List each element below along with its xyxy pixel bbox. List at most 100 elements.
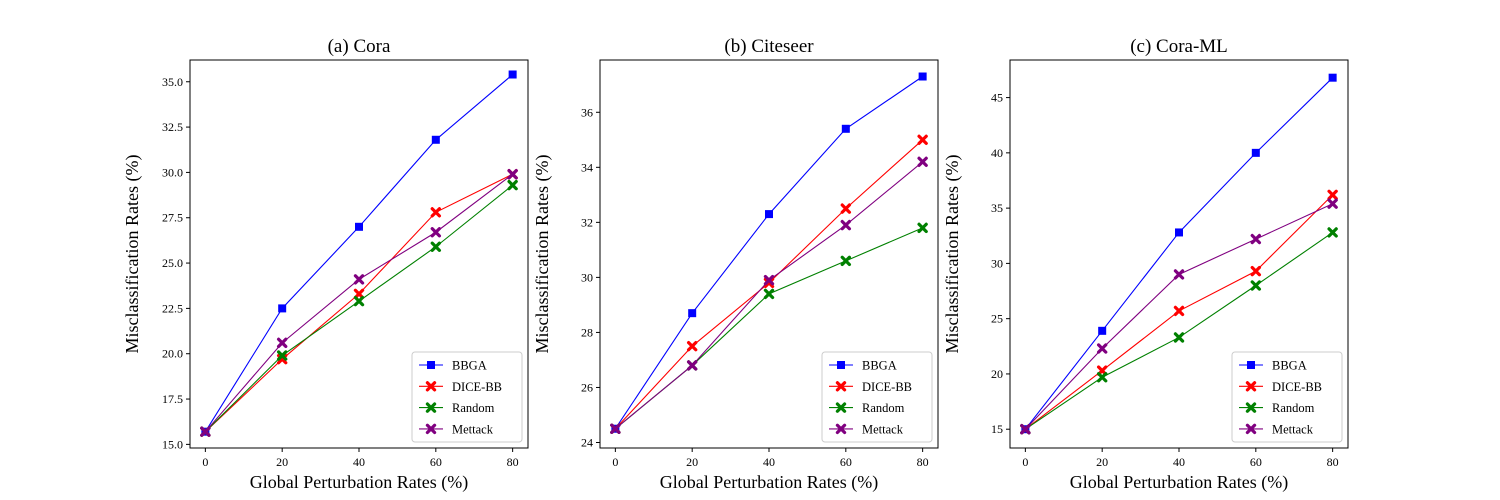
chart-title: (a) Cora <box>328 36 391 57</box>
legend-box <box>1231 351 1343 443</box>
chart-panel-1: (a) Cora 0 20 40 60 80 15.0 17.5 20.0 22.5 25.0 27.… <box>122 36 529 493</box>
legend: BBGA DICE-BB Random Mettack <box>411 351 523 443</box>
y-tick-label: 22.5 <box>162 301 183 315</box>
legend-marker <box>1245 423 1257 435</box>
series-mettack <box>610 156 928 434</box>
data-point-mettack <box>1020 424 1031 435</box>
y-tick-label: 25.0 <box>162 256 183 270</box>
x-tick-label: 80 <box>507 455 519 469</box>
data-point-random <box>1327 227 1338 238</box>
data-point-random <box>507 179 518 191</box>
legend-marker <box>1245 402 1257 413</box>
legend-label-random: Random <box>452 401 495 415</box>
x-tick-label: 40 <box>763 455 775 469</box>
legend-label-bbga: BBGA <box>452 359 487 373</box>
data-point-mettack <box>1327 198 1338 209</box>
x-tick-label: 20 <box>276 455 288 469</box>
data-point-mettack <box>763 274 775 286</box>
data-point-bbga <box>508 70 517 79</box>
chart-title: (c) Cora-ML <box>1130 36 1228 57</box>
legend-label-bbga: BBGA <box>862 359 897 373</box>
data-point-dice-bb <box>686 340 698 352</box>
data-point-bbga <box>355 222 363 231</box>
legend-marker <box>835 402 847 413</box>
data-point-dice-bb <box>1173 305 1185 317</box>
legend-label-mettack: Mettack <box>862 422 904 436</box>
data-point-random <box>430 241 442 252</box>
y-axis-label: Misclassification Rates (%) <box>122 155 143 354</box>
data-point-mettack <box>1173 269 1185 280</box>
y-tick-label: 26 <box>581 380 593 394</box>
chart-panel-2: (b) Citeseer 0 20 40 60 80 24 26 28 30 32 34 36 Globa… <box>532 36 939 493</box>
x-tick-label: 0 <box>202 455 208 469</box>
y-tick-label: 34 <box>581 160 593 174</box>
x-axis-label: Global Perturbation Rates (%) <box>1070 472 1288 493</box>
y-axis-label: Misclassification Rates (%) <box>942 155 963 354</box>
legend-label-dice-bb: DICE-BB <box>452 380 502 394</box>
x-tick-label: 40 <box>1173 455 1185 469</box>
data-point-bbga <box>765 210 773 219</box>
data-point-bbga <box>1098 326 1107 335</box>
data-point-random <box>763 288 775 300</box>
y-tick-label: 45 <box>991 91 1003 105</box>
data-point-mettack <box>430 227 442 238</box>
data-point-random <box>353 295 365 307</box>
legend-label-mettack: Mettack <box>1272 422 1314 436</box>
legend-label-mettack: Mettack <box>452 422 494 436</box>
data-point-dice-bb <box>430 207 442 218</box>
data-point-bbga <box>431 135 440 144</box>
data-point-random <box>1096 372 1108 383</box>
legend-marker <box>835 423 847 435</box>
x-tick-label: 0 <box>1022 455 1028 469</box>
data-point-mettack <box>917 156 928 168</box>
y-tick-label: 32.5 <box>162 120 183 134</box>
y-tick-label: 32 <box>581 215 593 229</box>
y-tick-label: 40 <box>991 146 1003 160</box>
legend-label-dice-bb: DICE-BB <box>862 380 912 394</box>
x-tick-label: 80 <box>1327 455 1339 469</box>
data-point-random <box>276 350 288 361</box>
data-point-dice-bb <box>917 134 928 146</box>
x-tick-label: 40 <box>353 455 365 469</box>
legend: BBGA DICE-BB Random Mettack <box>1231 351 1343 443</box>
data-point-random <box>1173 332 1185 343</box>
data-point-mettack <box>1096 343 1108 354</box>
chart-panel-3: (c) Cora-ML 0 20 40 60 80 15 20 25 30 35 40 45 Global… <box>942 36 1349 493</box>
x-tick-label: 60 <box>430 455 442 469</box>
legend-box <box>411 351 523 443</box>
legend-marker <box>425 423 437 435</box>
series-dice-bb <box>610 134 928 434</box>
y-tick-label: 20 <box>991 367 1003 381</box>
data-point-dice-bb <box>353 288 365 300</box>
legend: BBGA DICE-BB Random Mettack <box>821 351 933 443</box>
series-mettack <box>1020 198 1338 435</box>
data-point-mettack <box>276 337 288 349</box>
data-point-random <box>840 255 852 267</box>
y-tick-label: 24 <box>581 435 593 449</box>
y-tick-label: 35.0 <box>162 75 183 89</box>
data-point-mettack <box>200 426 211 437</box>
data-point-dice-bb <box>1250 265 1262 277</box>
legend-marker <box>837 361 845 369</box>
data-point-bbga <box>278 304 287 313</box>
x-tick-label: 20 <box>1096 455 1108 469</box>
legend-label-random: Random <box>1272 401 1315 415</box>
legend-marker <box>427 361 435 369</box>
legend-marker <box>835 381 847 392</box>
x-tick-label: 60 <box>840 455 852 469</box>
y-axis-label: Misclassification Rates (%) <box>532 155 553 354</box>
data-point-mettack <box>610 423 621 434</box>
data-point-random <box>1250 280 1262 291</box>
legend-label-random: Random <box>862 401 905 415</box>
data-point-dice-bb <box>1327 189 1338 201</box>
y-tick-label: 30.0 <box>162 165 183 179</box>
legend-marker <box>1247 361 1255 369</box>
data-point-dice-bb <box>840 203 852 214</box>
data-point-bbga <box>1251 148 1260 157</box>
x-tick-label: 0 <box>612 455 618 469</box>
y-tick-label: 17.5 <box>162 392 183 406</box>
data-point-bbga <box>688 309 697 318</box>
y-tick-label: 15.0 <box>162 437 183 451</box>
legend-marker <box>1245 381 1257 392</box>
